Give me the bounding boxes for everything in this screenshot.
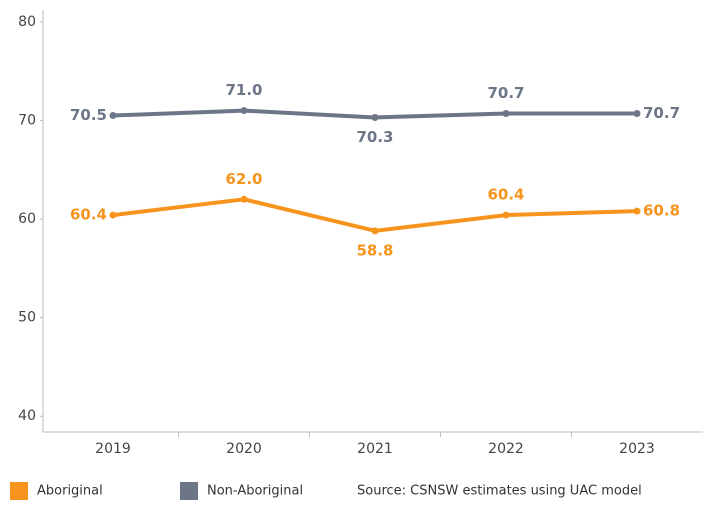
y-tick-label: 40 [18,408,36,424]
value-label: 70.7 [487,84,524,102]
point [502,110,510,118]
source-note: Source: CSNSW estimates using UAC model [357,484,642,499]
value-label: 58.8 [356,241,393,259]
x-tick-label: 2022 [488,441,524,457]
point [633,110,641,118]
x-tick-label: 2020 [226,441,262,457]
point [109,112,117,119]
legend-swatch [10,482,28,500]
y-tick-label: 80 [18,14,36,30]
series-line [112,197,638,233]
y-tick-label: 50 [18,310,36,326]
y-tick-label: 60 [18,211,36,227]
legend-label: Aboriginal [37,484,103,499]
value-label: 70.3 [356,128,393,146]
legend-label: Non-Aboriginal [207,484,303,499]
x-tick-label: 2023 [619,441,655,457]
value-label: 71.0 [225,81,262,99]
value-label: 60.4 [70,206,107,224]
value-label: 62.0 [225,170,262,188]
value-label: 60.8 [643,202,680,220]
point [240,195,248,203]
x-tick-label: 2021 [357,441,393,457]
point [633,207,641,215]
point [240,107,248,115]
y-tick-label: 70 [18,112,36,128]
value-label: 70.7 [643,104,680,122]
value-label: 70.5 [70,106,107,124]
point [371,227,379,235]
point [109,211,117,219]
x-tick-label: 2019 [95,441,131,457]
point [502,211,510,219]
point [371,113,379,121]
legend-swatch [180,482,198,500]
value-label: 60.4 [487,186,524,204]
